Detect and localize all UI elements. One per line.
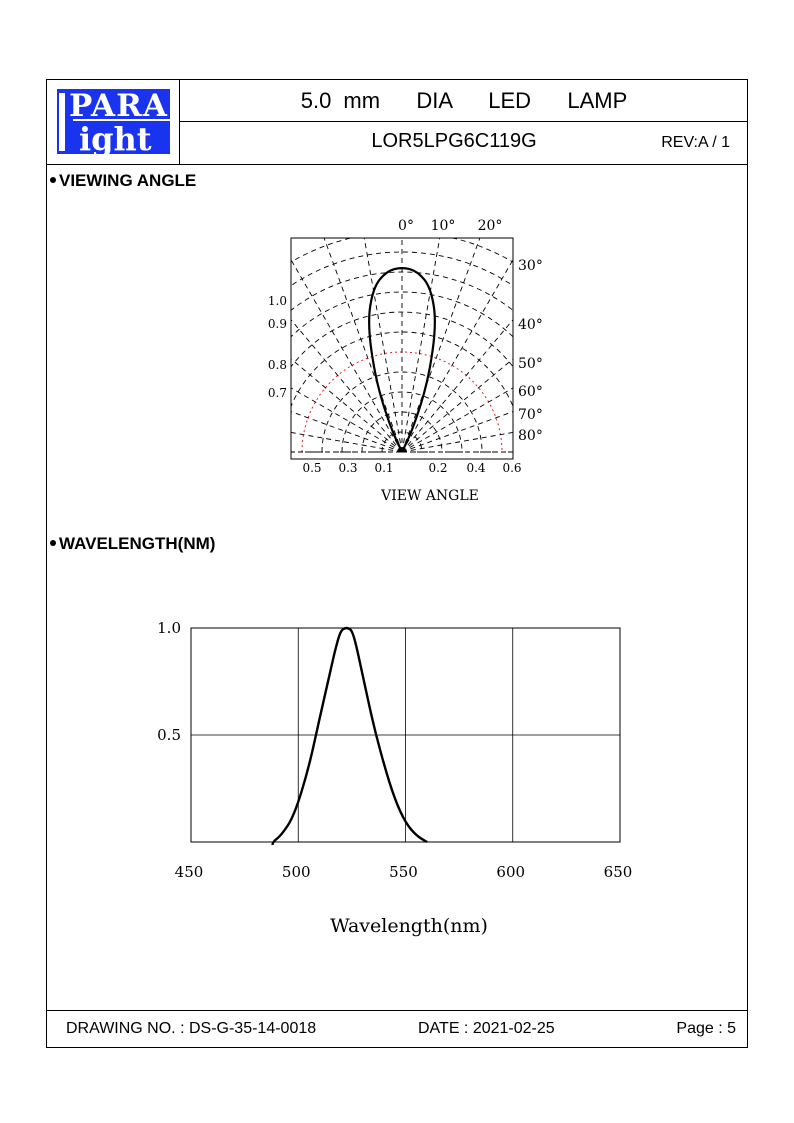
radial-label: 0.7 <box>268 386 287 400</box>
svg-text:ight: ight <box>79 120 152 154</box>
angle-label: 20° <box>478 218 503 234</box>
radiation-pattern-curve <box>368 267 436 453</box>
company-logo: PARA ight <box>57 88 170 158</box>
radial-label: 1.0 <box>268 294 287 308</box>
grid-radial <box>291 319 403 453</box>
radial-label: 0.8 <box>268 358 287 372</box>
section-viewing-angle-label: VIEWING ANGLE <box>59 171 197 190</box>
section-wavelength-label: WAVELENGTH(NM) <box>59 534 216 553</box>
x-tick-label: 600 <box>496 863 525 881</box>
x-tick-label: 550 <box>389 863 418 881</box>
grid-arc <box>341 391 463 453</box>
grid-radial <box>401 387 513 453</box>
grid-radial <box>401 411 513 453</box>
header-divider-bottom <box>46 164 748 165</box>
bullet-icon <box>50 176 56 183</box>
scale-label: 0.5 <box>302 461 321 475</box>
grid-radial <box>401 319 513 453</box>
plot-border <box>290 237 514 460</box>
angle-label: 0° <box>398 218 414 234</box>
grid-lines <box>291 238 513 453</box>
grid-radial <box>291 258 403 453</box>
radial-label: 0.9 <box>268 317 287 331</box>
angle-label: 50° <box>518 356 543 372</box>
x-tick-label: 450 <box>175 863 204 881</box>
angle-label: 30° <box>518 258 543 274</box>
polar-grid <box>290 237 514 460</box>
scale-label: 0.1 <box>374 461 393 475</box>
grid-radial <box>291 431 403 453</box>
grid-arc <box>321 371 483 453</box>
grid-radial <box>401 258 513 453</box>
angle-label: 60° <box>518 384 543 400</box>
angle-label: 80° <box>518 428 543 444</box>
grid-radial <box>401 238 441 453</box>
x-axis-label: Wavelength(nm) <box>330 915 488 937</box>
revision-label: REV:A / 1 <box>661 134 730 151</box>
page-title: 5.0 mm DIA LED LAMP <box>300 88 628 113</box>
axis-label: VIEW ANGLE <box>380 488 479 504</box>
grid-radial <box>291 358 403 453</box>
spectrum-grid <box>190 627 621 843</box>
grid-radial <box>363 238 403 453</box>
y-tick-label: 1.0 <box>157 619 181 637</box>
grid-arc <box>361 411 443 453</box>
svg-text:PARA: PARA <box>69 89 168 124</box>
grid-radial <box>401 238 481 453</box>
grid-radial <box>291 411 403 453</box>
part-number: LOR5LPG6C119G <box>371 130 537 152</box>
x-tick-label: 500 <box>282 863 311 881</box>
footer-divider <box>46 1010 748 1011</box>
header-divider-middle <box>179 121 748 122</box>
scale-label: 0.6 <box>502 461 521 475</box>
grid-arc <box>291 331 513 408</box>
y-tick-label: 0.5 <box>157 726 181 744</box>
scale-label: 0.2 <box>428 461 447 475</box>
angle-label: 70° <box>518 407 543 423</box>
spectrum-labels: 450 500 550 600 650 1.0 0.5 Wavelength(nm) <box>157 619 632 937</box>
spectrum-curve <box>271 626 428 846</box>
scale-label: 0.3 <box>338 461 357 475</box>
page-number: Page : 5 <box>676 1020 736 1037</box>
grid-arc <box>291 271 513 311</box>
grid-radial <box>291 387 403 453</box>
section-wavelength: WAVELENGTH(NM) <box>50 534 215 554</box>
scale-label: 0.4 <box>466 461 485 475</box>
section-viewing-angle: VIEWING ANGLE <box>50 171 196 191</box>
grid-radial <box>323 238 403 453</box>
viewing-angle-chart: 0° 10° 20° 30° 40° 50° 60° 70° 80° 1.0 0.9 0.8 0.7 0.… <box>268 218 543 504</box>
angle-label: 10° <box>431 218 456 234</box>
polar-labels: 0° 10° 20° 30° 40° 50° 60° 70° 80° 1.0 0.9 0.8 0.7 0.… <box>268 218 543 504</box>
document-date: DATE : 2021-02-25 <box>418 1020 555 1037</box>
bullet-icon <box>50 539 56 546</box>
grid-radial <box>401 358 513 453</box>
page-frame <box>46 79 748 1048</box>
drawing-number: DRAWING NO. : DS-G-35-14-0018 <box>66 1020 317 1037</box>
grid-radial <box>401 431 513 453</box>
angle-label: 40° <box>518 317 543 333</box>
x-tick-label: 650 <box>604 863 633 881</box>
wavelength-chart: 450 500 550 600 650 1.0 0.5 Wavelength(nm) <box>157 619 632 937</box>
